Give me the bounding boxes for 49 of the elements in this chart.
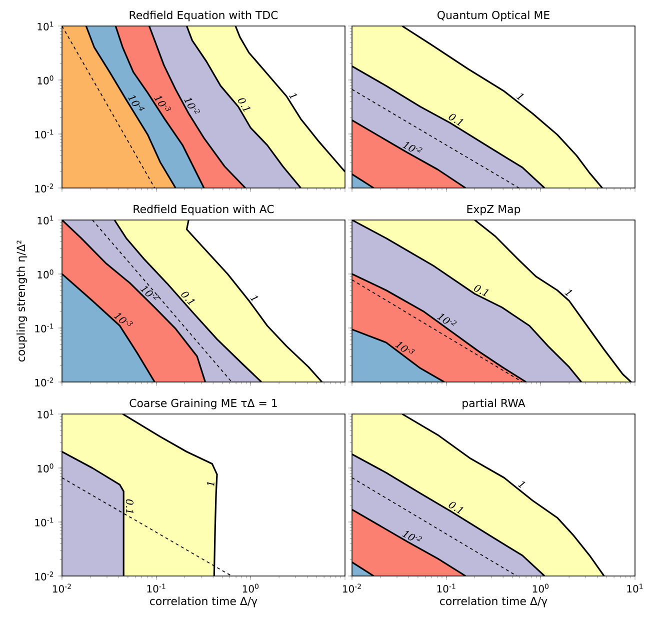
chart-title: Redfield Equation with TDC (130, 10, 278, 22)
text: 1 (518, 482, 526, 488)
text: 10$^{-2}$ (140, 286, 159, 300)
y-tick-label: 10$^{-1}$ (35, 130, 54, 138)
series-label: 1 (206, 482, 214, 486)
y-axis-title: coupling strength η/Δ² (16, 240, 28, 362)
chart-title: Redfield Equation with AC (134, 204, 274, 216)
text: 10$^{-4}$ (128, 95, 145, 112)
x-tick-label: 10$^{0}$ (532, 584, 549, 593)
text: 1 (289, 93, 298, 99)
y-tick-label: 10$^{0}$ (38, 464, 54, 472)
text: 10$^{-3}$ (114, 313, 133, 326)
x-axis-title: correlation time Δ/γ (150, 596, 258, 608)
chart-title: partial RWA (462, 398, 526, 410)
y-tick-label: 10$^{0}$ (38, 76, 54, 84)
text: 10$^{-2}$ (184, 98, 200, 114)
y-tick-label: 10$^{-1}$ (35, 324, 54, 332)
chart-title: Coarse Graining ME τΔ = 1 (130, 398, 277, 410)
text: 0.1 (126, 499, 134, 513)
text: 1 (516, 94, 524, 100)
x-tick-label: 10$^{1}$ (627, 584, 643, 593)
x-tick-label: 10$^{0}$ (242, 584, 259, 593)
text: 0.1 (448, 502, 464, 514)
x-axis-title: correlation time Δ/γ (440, 596, 548, 608)
text: 1 (250, 296, 258, 302)
x-tick-label: 10$^{-2}$ (343, 584, 361, 593)
text: 0.1 (448, 114, 464, 126)
y-tick-label: 10$^{0}$ (38, 270, 54, 278)
text: 0.1 (238, 98, 251, 112)
chart-title: Quantum Optical ME (438, 10, 550, 22)
x-tick-label: 10$^{-2}$ (53, 584, 71, 593)
text: 10$^{-2}$ (437, 314, 457, 326)
y-tick-label: 10$^{1}$ (38, 216, 54, 224)
text: 10$^{-3}$ (395, 342, 415, 354)
text: 10$^{-2}$ (402, 142, 422, 153)
text: 0.1 (474, 285, 489, 296)
chart-title: ExpZ Map (467, 205, 520, 216)
y-tick-label: 10$^{1}$ (38, 22, 54, 30)
text: 10$^{-2}$ (402, 530, 422, 542)
y-tick-label: 10$^{-1}$ (35, 518, 54, 526)
y-tick-label: 10$^{-2}$ (35, 184, 54, 192)
y-tick-label: 10$^{1}$ (38, 410, 54, 418)
x-tick-label: 10$^{-1}$ (437, 584, 456, 593)
x-tick-label: 10$^{-1}$ (147, 584, 166, 593)
y-tick-label: 10$^{-2}$ (35, 378, 54, 386)
text: 1 (564, 290, 572, 296)
text: 10$^{-3}$ (154, 96, 172, 111)
text: 0.1 (181, 292, 196, 305)
y-tick-label: 10$^{-2}$ (35, 572, 54, 580)
